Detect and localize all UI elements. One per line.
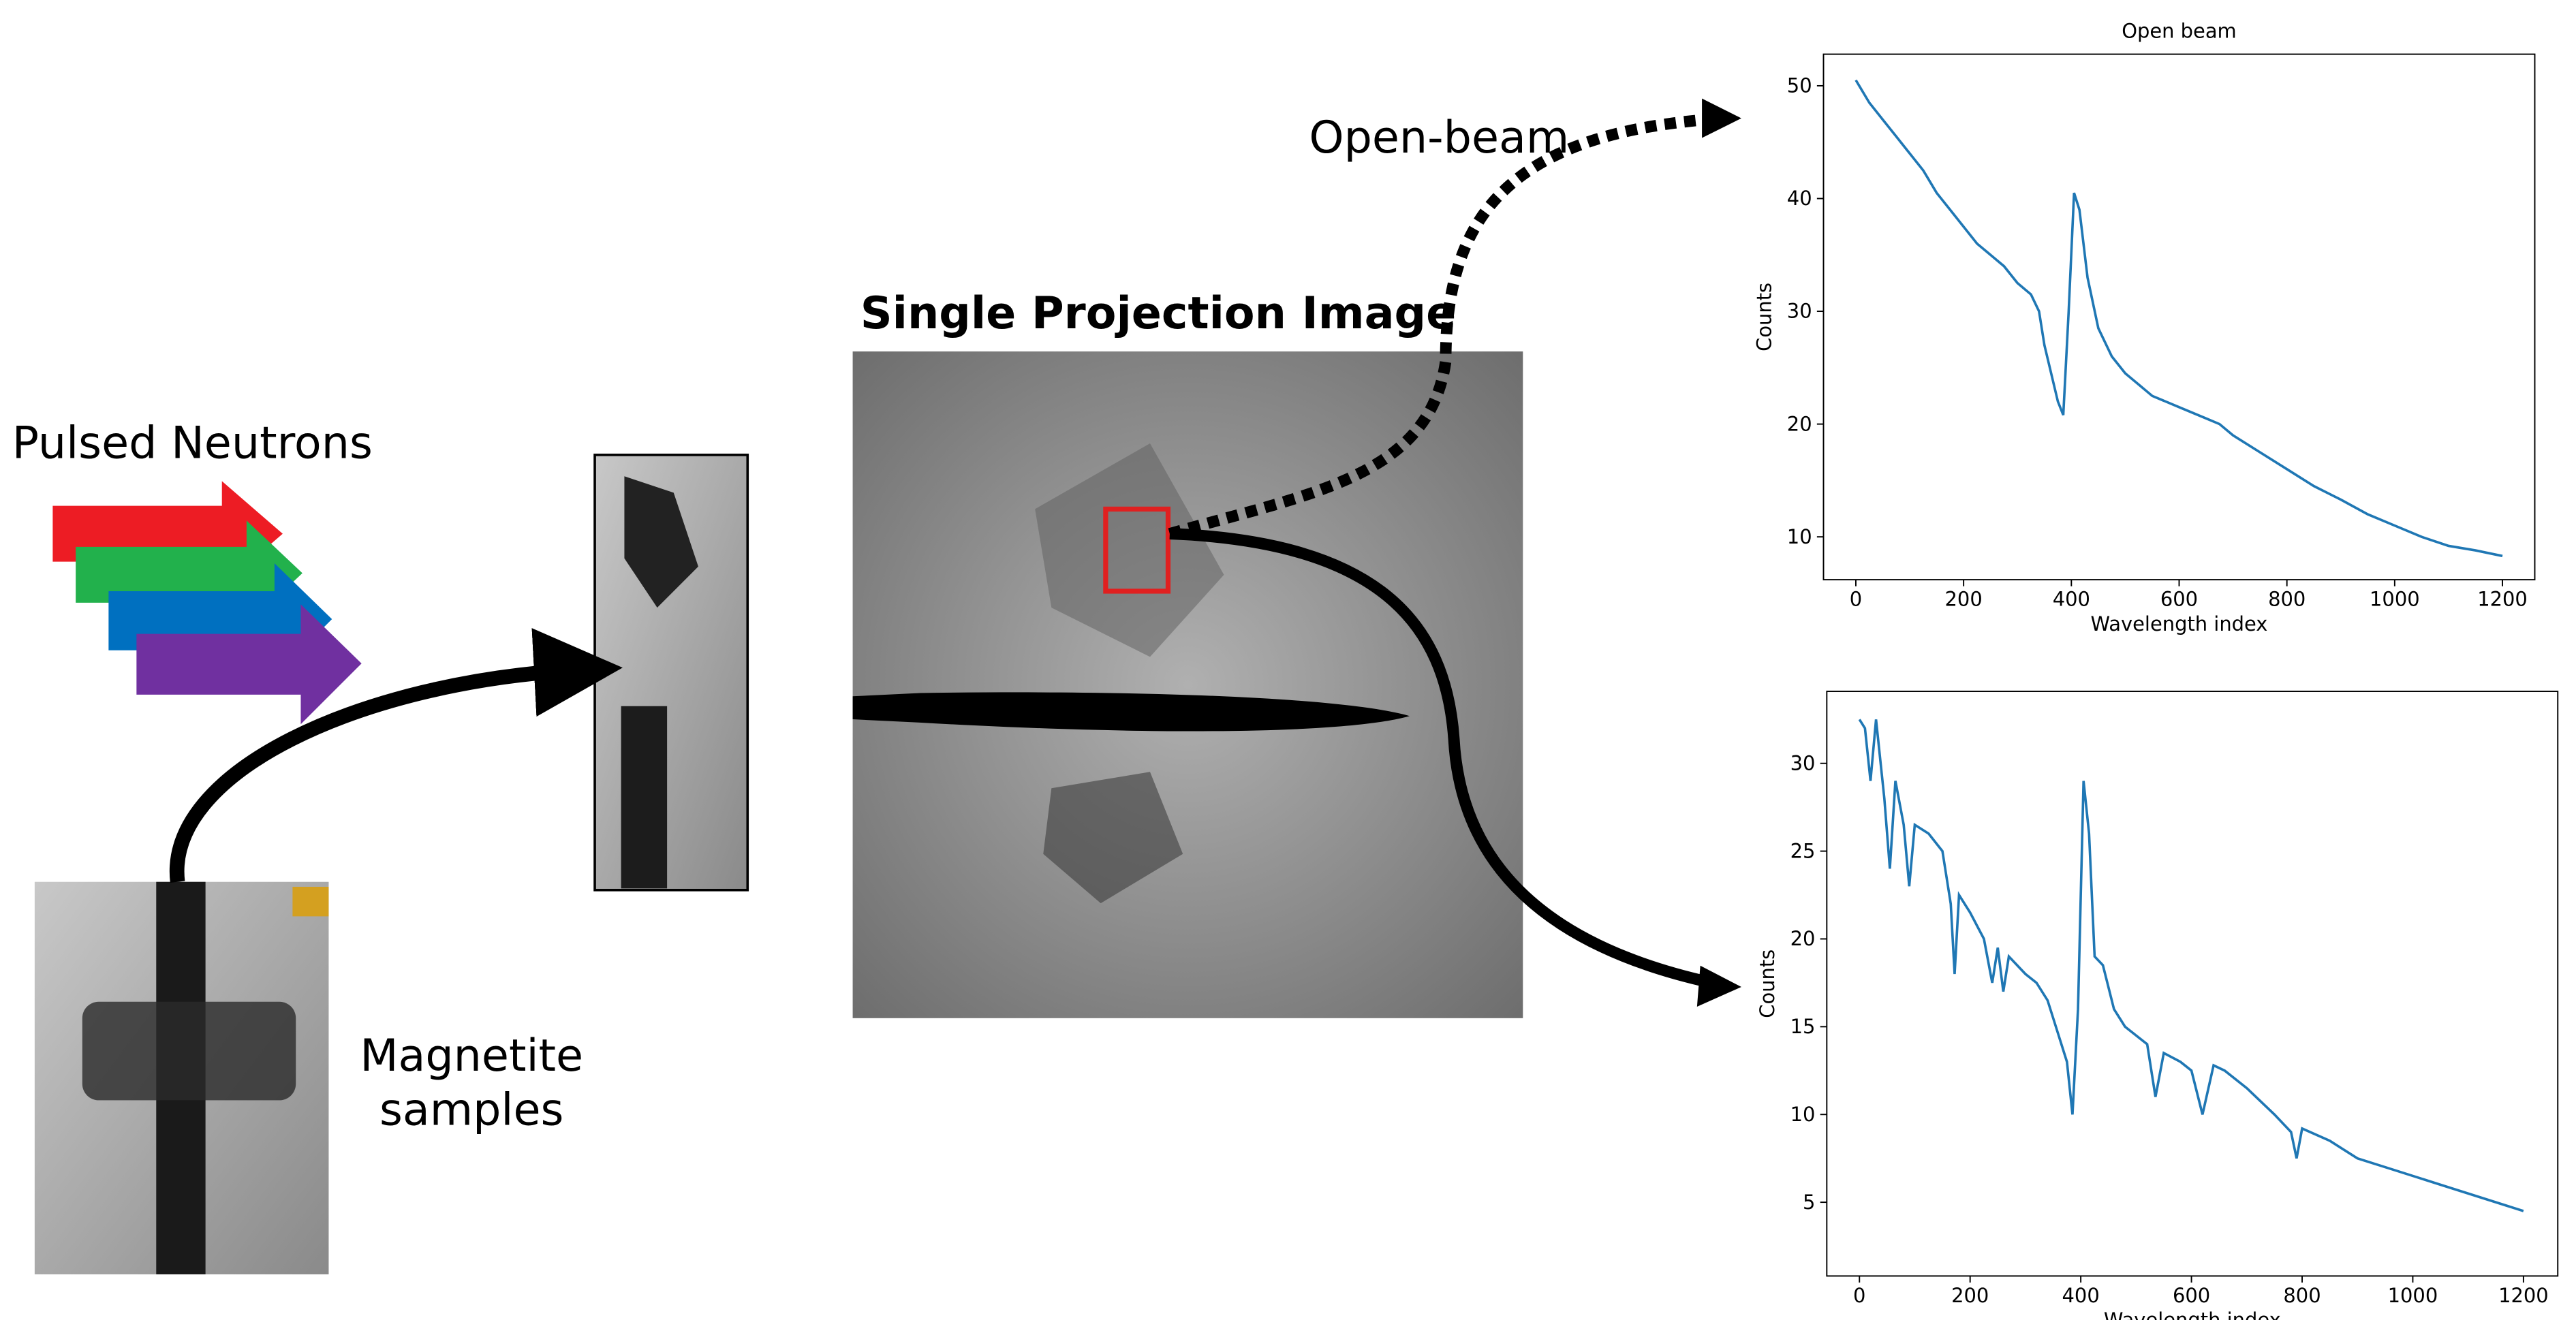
holder-photo [593,454,749,892]
x-tick-label: 0 [1850,588,1862,611]
y-tick-label: 20 [1790,927,1816,950]
arrow [169,628,623,883]
x-tick-label: 600 [2160,588,2198,611]
x-tick-label: 1000 [2388,1284,2438,1307]
magnetite-label: Magnetite [360,1031,583,1082]
y-tick-label: 10 [1787,525,1812,548]
y-tick-label: 30 [1790,751,1816,774]
y-tick-label: 40 [1787,187,1812,210]
samples-label: samples [379,1085,564,1136]
open-beam-arrow [1168,112,1726,539]
x-axis-label: Wavelength index [2091,612,2268,635]
x-axis-label: Wavelength index [2104,1308,2281,1320]
data-line [1855,79,2503,558]
data-line [1858,719,2524,1212]
x-tick-label: 0 [1853,1284,1865,1307]
arrowhead [1696,965,1741,1007]
x-tick-label: 1200 [2498,1284,2549,1307]
arrowhead [1702,98,1741,138]
y-tick-label: 5 [1803,1191,1815,1214]
x-tick-label: 200 [1945,588,1983,611]
neutron-arrows [52,481,362,725]
y-tick-label: 10 [1790,1103,1816,1126]
y-tick-label: 15 [1790,1015,1816,1038]
x-tick-label: 800 [2283,1284,2321,1307]
y-tick-label: 30 [1787,300,1812,323]
x-tick-label: 200 [1951,1284,1989,1307]
y-tick-label: 20 [1787,412,1812,435]
y-tick-label: 25 [1790,839,1816,862]
x-tick-label: 1000 [2370,588,2420,611]
x-tick-label: 400 [2053,588,2090,611]
sample-photo [34,881,329,1274]
chart-title: Open beam [2122,19,2237,42]
plot-frame [1826,691,2559,1277]
y-axis-label: Counts [1752,283,1775,351]
projection-title: Single Projection Image [860,288,1457,339]
plot-frame [1822,53,2536,581]
y-axis-label: Counts [1756,949,1779,1018]
x-tick-label: 400 [2062,1284,2100,1307]
x-tick-label: 600 [2173,1284,2210,1307]
open-beam-label: Open-beam [1309,112,1569,163]
projection-image [852,351,1523,1018]
y-tick-label: 50 [1787,74,1812,97]
x-tick-label: 1200 [2477,588,2528,611]
pulsed-neutrons-label: Pulsed Neutrons [12,418,373,469]
x-tick-label: 800 [2268,588,2306,611]
sample-arrow [1169,528,1710,988]
